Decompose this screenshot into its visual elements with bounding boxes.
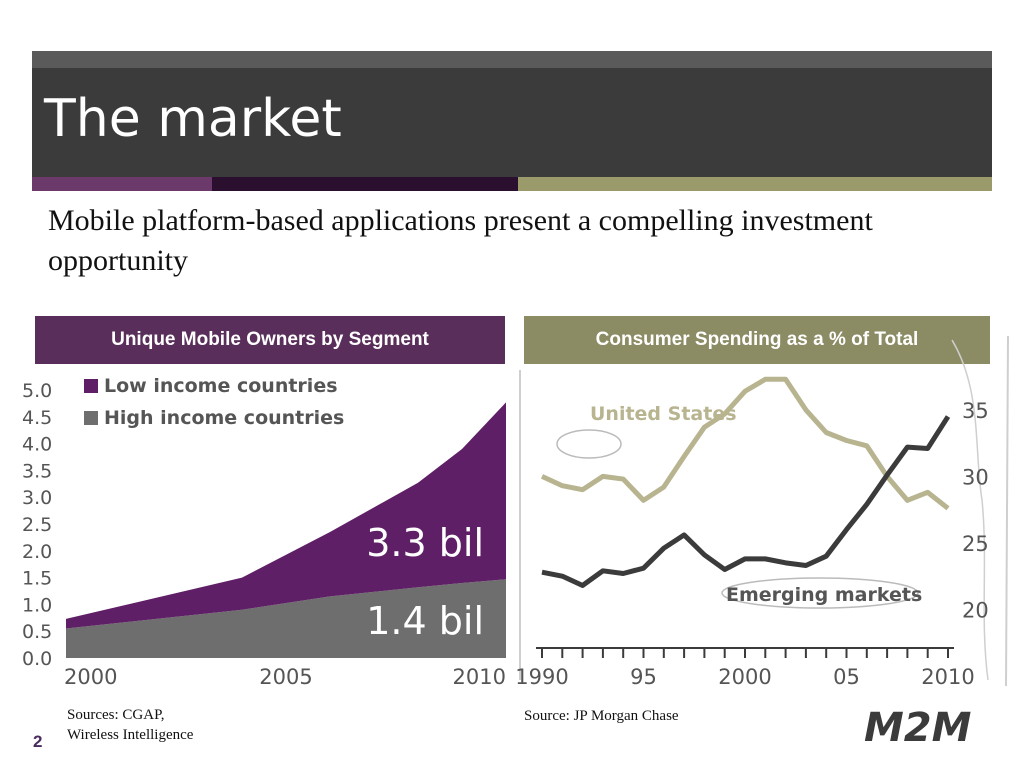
y-tick-label: 35 bbox=[962, 399, 989, 423]
slide-title: The market bbox=[44, 89, 342, 149]
area-high-income bbox=[66, 579, 506, 658]
line-emerging-markets bbox=[541, 415, 951, 588]
area-low-income bbox=[66, 402, 506, 629]
x-tick-label: 2005 bbox=[259, 665, 312, 689]
series-label-united-states: United States bbox=[590, 403, 737, 425]
legend-swatch bbox=[84, 411, 98, 425]
annotation-low-income: 3.3 bil bbox=[366, 521, 484, 565]
x-tick-label: 2010 bbox=[921, 665, 974, 689]
y-tick-label: 3.0 bbox=[22, 487, 52, 509]
y-tick-label: 4.5 bbox=[22, 407, 52, 429]
label-bubble bbox=[721, 577, 919, 609]
y-tick-label: 20 bbox=[962, 598, 989, 622]
annotation-high-income: 1.4 bil bbox=[366, 599, 484, 643]
y-tick-label: 4.0 bbox=[22, 434, 52, 456]
y-tick-label: 2.0 bbox=[22, 541, 52, 563]
accent-segment-olive bbox=[518, 177, 992, 191]
accent-segment-purple bbox=[32, 177, 212, 191]
y-tick-label: 25 bbox=[962, 532, 989, 556]
title-top-strip bbox=[32, 51, 992, 68]
left-source-text: Sources: CGAP, Wireless Intelligence bbox=[67, 707, 194, 743]
series-label-emerging-markets: Emerging markets bbox=[726, 584, 922, 606]
m2m-logo: M2M bbox=[864, 705, 971, 747]
x-tick-label: 1990 bbox=[515, 665, 568, 689]
x-tick-label: 2000 bbox=[718, 665, 771, 689]
right-chart-header: Consumer Spending as a % of Total bbox=[524, 316, 990, 364]
line-united-states bbox=[540, 376, 950, 511]
y-tick-label: 1.5 bbox=[22, 568, 52, 590]
legend-label: High income countries bbox=[104, 407, 344, 429]
mobile-owners-area-chart: 5.0 4.5 4.0 3.5 3.0 2.5 2.0 1.5 1.0 0.5 0.0 2000 200… bbox=[22, 375, 506, 689]
legend-swatch bbox=[84, 379, 98, 393]
chart-frame-right bbox=[1005, 335, 1009, 687]
slide-subtitle: Mobile platform-based applications prese… bbox=[48, 204, 873, 277]
x-tick-label: 2010 bbox=[453, 665, 506, 689]
right-source-text: Source: JP Morgan Chase bbox=[524, 708, 679, 724]
legend-label: Low income countries bbox=[104, 375, 338, 397]
chart-frame-doodle bbox=[951, 339, 989, 681]
y-tick-label: 5.0 bbox=[22, 380, 52, 402]
accent-bar bbox=[32, 177, 992, 191]
consumer-spending-line-chart: United States Emerging markets 35 30 25 20 199… bbox=[515, 335, 1009, 689]
y-tick-label: 3.5 bbox=[22, 460, 52, 482]
x-tick-label: 05 bbox=[833, 665, 860, 689]
m2m-logo-text: M2M bbox=[864, 705, 971, 747]
x-tick-label: 95 bbox=[630, 665, 657, 689]
y-tick-label: 0.5 bbox=[22, 621, 52, 643]
y-tick-label: 2.5 bbox=[22, 514, 52, 536]
title-bar: The market bbox=[32, 51, 992, 177]
x-tick-label: 2000 bbox=[64, 665, 117, 689]
page-number: 2 bbox=[33, 732, 43, 751]
left-chart-header: Unique Mobile Owners by Segment bbox=[35, 316, 505, 364]
y-tick-label: 30 bbox=[962, 465, 989, 489]
y-tick-label: 0.0 bbox=[22, 648, 52, 670]
accent-segment-dark bbox=[212, 177, 518, 191]
y-tick-label: 1.0 bbox=[22, 594, 52, 616]
label-bubble bbox=[556, 429, 622, 459]
